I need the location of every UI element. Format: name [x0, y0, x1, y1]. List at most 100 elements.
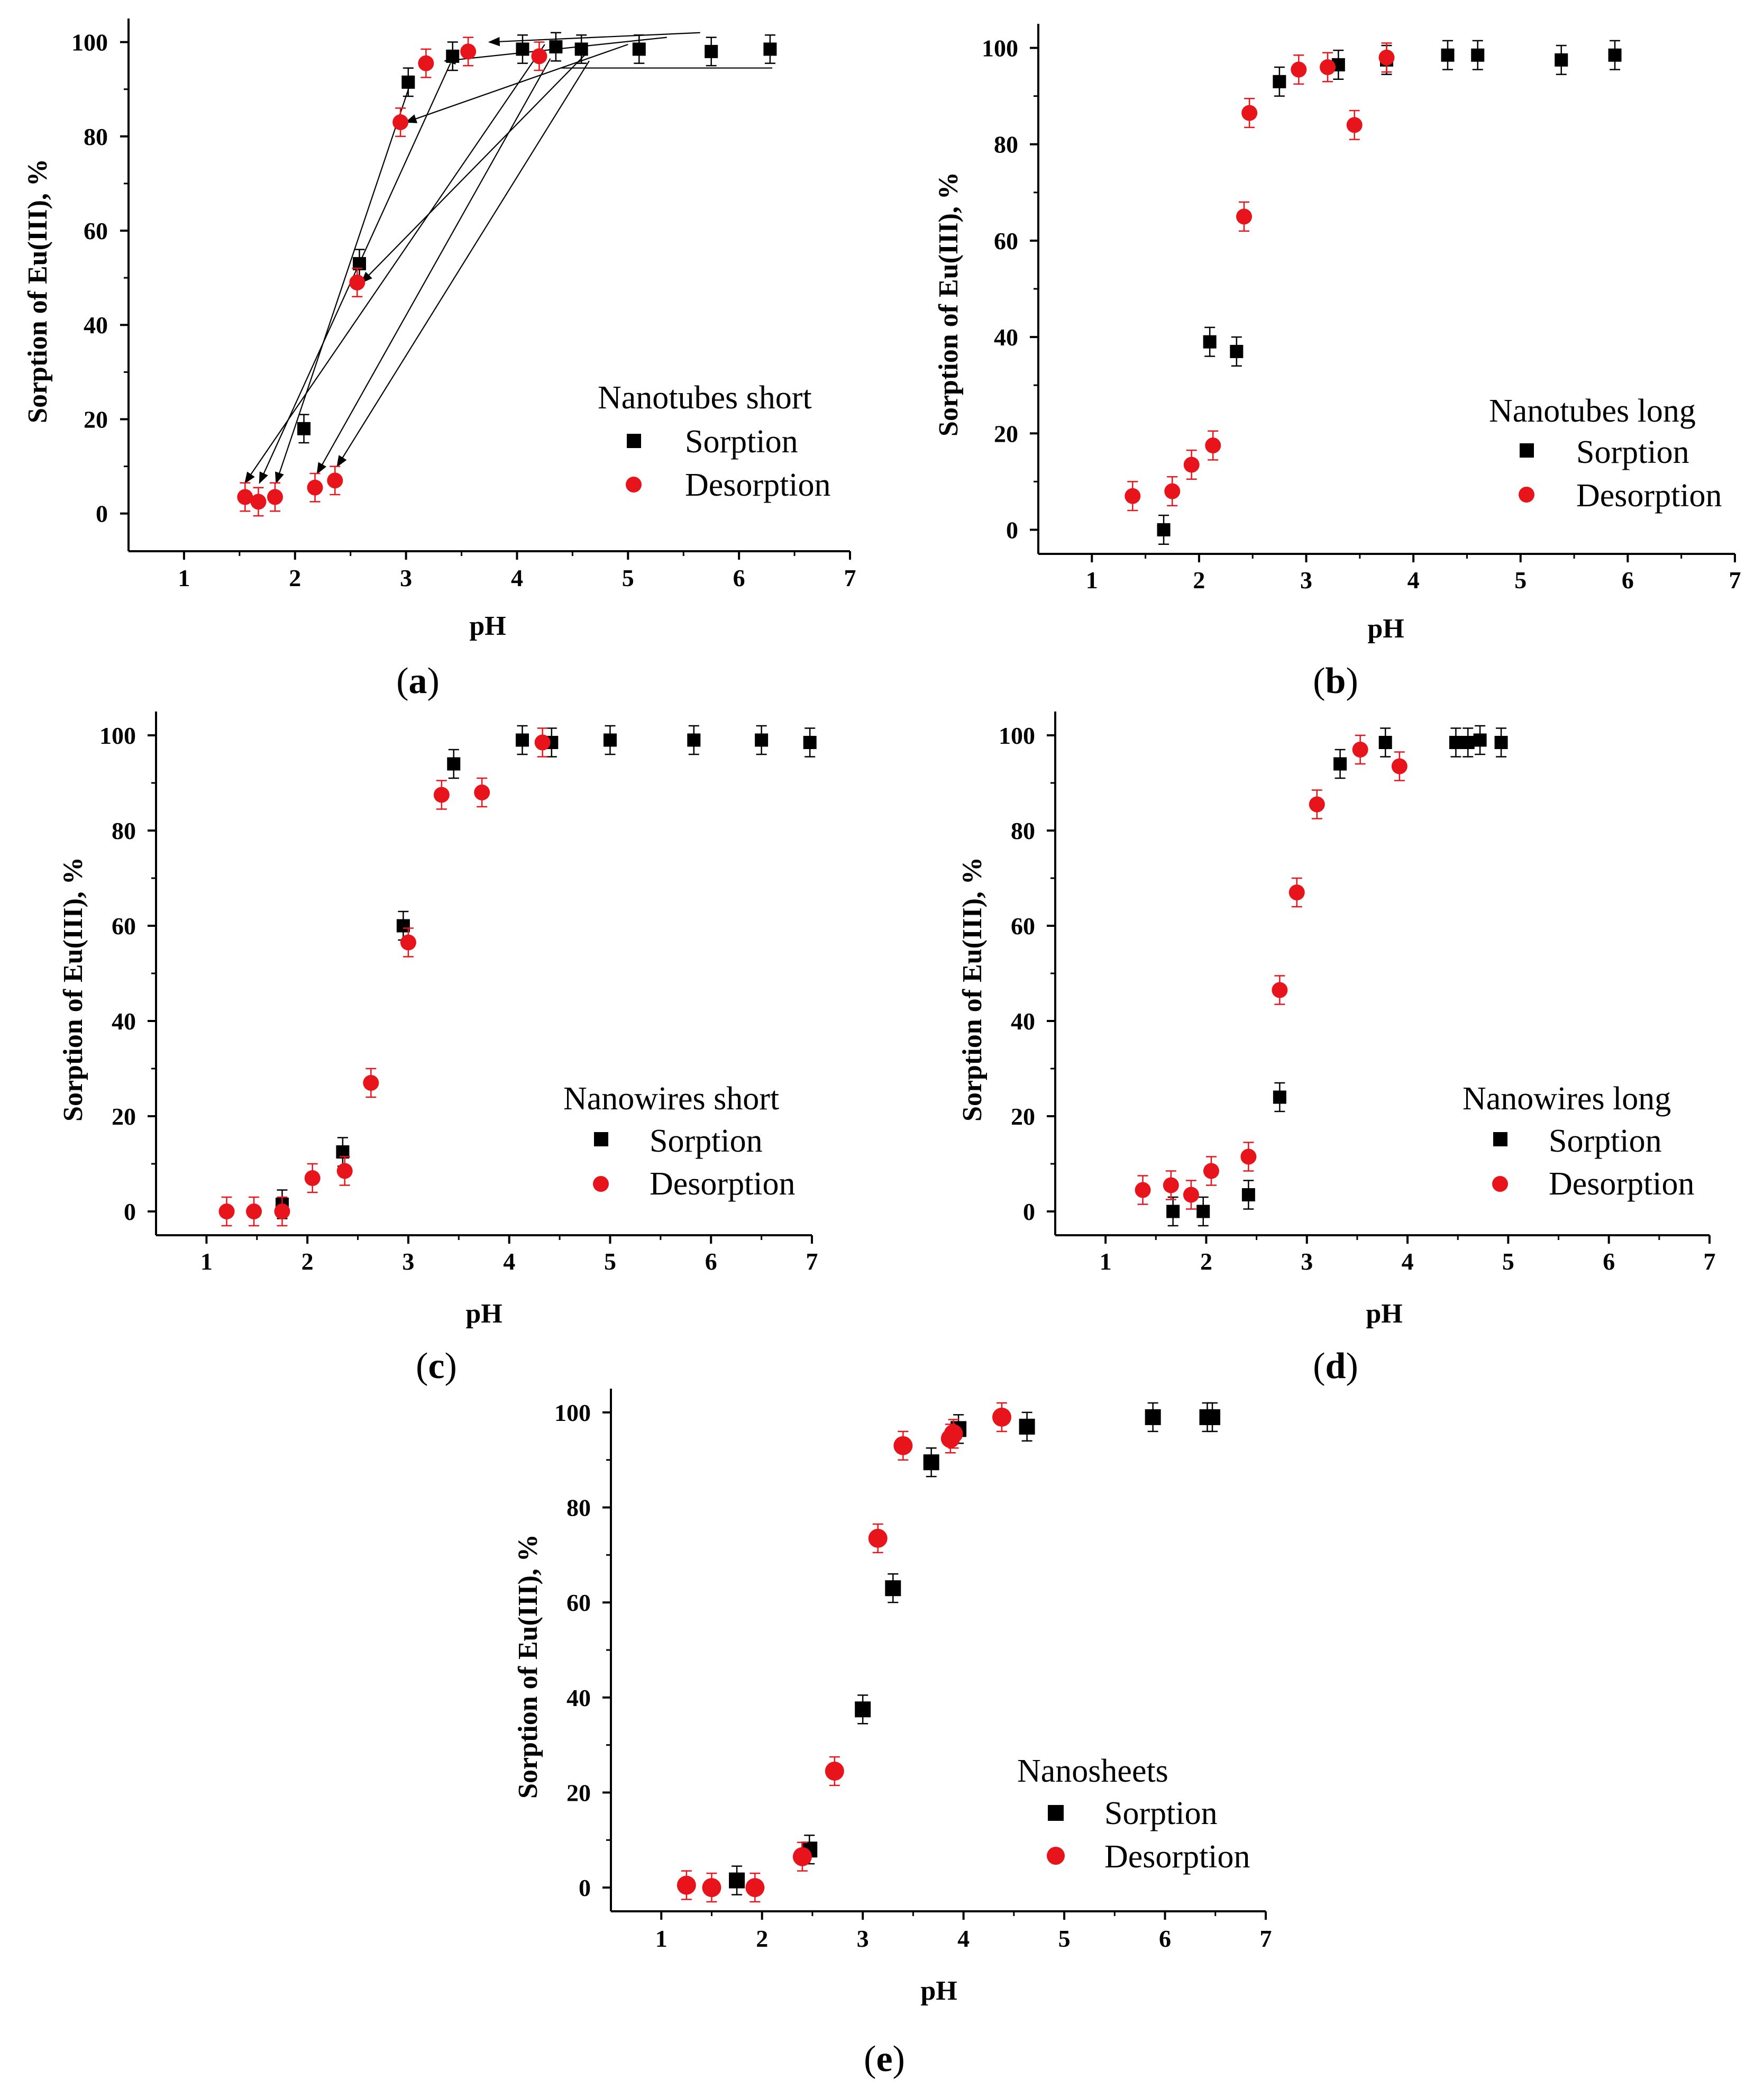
x-tick-label: 7	[1704, 1248, 1716, 1275]
y-tick-label: 100	[99, 722, 136, 749]
sorption-point	[1166, 1205, 1180, 1218]
sorption-point	[729, 1872, 745, 1889]
y-tick-label: 60	[566, 1589, 591, 1616]
x-tick-label: 6	[1603, 1248, 1615, 1275]
x-tick-label: 1	[1086, 567, 1098, 594]
panel-label-b: (b)	[1313, 661, 1358, 701]
sorption-point	[1449, 736, 1463, 749]
desorption-point	[327, 472, 343, 489]
legend-sorption-label: Sorption	[1104, 1795, 1218, 1831]
y-axis-label: Sorption of Eu(III), %	[513, 1534, 543, 1799]
sorption-point	[603, 733, 617, 747]
y-tick-label: 100	[71, 29, 108, 56]
desorption-point	[250, 494, 267, 510]
desorption-point	[1291, 61, 1307, 78]
x-tick-label: 1	[655, 1925, 668, 1952]
desorption-point	[307, 479, 323, 496]
legend-desorption-marker	[593, 1176, 609, 1192]
desorption-point	[1241, 105, 1258, 121]
x-tick-label: 7	[844, 564, 856, 591]
x-tick-label: 2	[1200, 1248, 1212, 1275]
sorption-point	[446, 49, 460, 63]
desorption-point	[1135, 1182, 1151, 1198]
sorption-point	[1230, 344, 1244, 358]
legend-sorption-label: Sorption	[1576, 434, 1689, 470]
x-tick-label: 1	[178, 564, 190, 591]
x-tick-label: 4	[503, 1248, 515, 1275]
desorption-point	[534, 734, 551, 751]
y-tick-label: 80	[994, 131, 1018, 158]
desorption-point	[433, 787, 450, 803]
legend-title: Nanowires short	[563, 1081, 779, 1117]
desorption-point	[1125, 488, 1141, 504]
legend-title: Nanowires long	[1463, 1081, 1671, 1117]
desorption-point	[267, 489, 283, 505]
desorption-point	[893, 1436, 913, 1455]
y-tick-label: 80	[84, 123, 108, 150]
y-tick-label: 40	[994, 324, 1018, 351]
legend-sorption-marker	[627, 434, 641, 448]
desorption-point	[1236, 208, 1253, 225]
sorption-point	[1273, 75, 1286, 88]
legend-desorption-marker	[1519, 487, 1534, 503]
legend-sorption-marker	[594, 1132, 608, 1146]
x-tick-label: 6	[705, 1248, 717, 1275]
x-tick-label: 7	[1729, 567, 1741, 594]
desorption-point	[792, 1847, 812, 1866]
legend-sorption-label: Sorption	[685, 424, 798, 460]
y-tick-label: 20	[112, 1103, 136, 1130]
panel-label-d: (d)	[1313, 1346, 1358, 1387]
sorption-point	[401, 75, 415, 89]
legend-sorption-label: Sorption	[1549, 1123, 1662, 1159]
x-tick-label: 5	[1514, 567, 1527, 594]
y-tick-label: 60	[1011, 913, 1035, 940]
desorption-point	[246, 1203, 262, 1219]
legend-desorption-label: Desorption	[685, 467, 831, 503]
desorption-point	[1288, 885, 1305, 900]
sorption-point	[1473, 733, 1487, 747]
desorption-point	[1203, 1163, 1219, 1179]
x-tick-label: 1	[1100, 1248, 1112, 1275]
x-tick-label: 4	[511, 564, 523, 591]
sorption-point	[1441, 48, 1455, 62]
desorption-point	[218, 1203, 235, 1219]
desorption-point	[1352, 742, 1368, 758]
y-axis-label: Sorption of Eu(III), %	[934, 172, 964, 436]
y-tick-label: 100	[982, 35, 1018, 62]
desorption-point	[944, 1424, 963, 1444]
desorption-point	[349, 275, 365, 291]
legend-title: Nanotubes short	[598, 380, 812, 416]
desorption-point	[1391, 758, 1407, 774]
legend-title: Nanotubes long	[1489, 393, 1696, 429]
sorption-point	[1273, 1090, 1286, 1104]
legend-desorption-label: Desorption	[1576, 478, 1722, 514]
x-tick-label: 7	[1260, 1925, 1272, 1952]
y-tick-label: 80	[112, 817, 136, 844]
sorption-point	[1019, 1418, 1035, 1435]
x-tick-label: 5	[622, 564, 634, 591]
sorption-point	[803, 736, 817, 749]
legend-desorption-label: Desorption	[650, 1166, 796, 1202]
sorption-point	[1471, 48, 1485, 62]
x-axis-label: pH	[1366, 1299, 1402, 1329]
x-tick-label: 3	[1300, 567, 1312, 594]
sorption-point	[1204, 1409, 1221, 1425]
sorption-point	[1461, 736, 1475, 749]
x-tick-label: 3	[857, 1925, 869, 1952]
sorption-point	[687, 733, 701, 747]
x-tick-label: 6	[733, 564, 745, 591]
desorption-point	[1183, 457, 1200, 473]
sorption-point	[1196, 1205, 1210, 1218]
y-tick-label: 0	[579, 1874, 591, 1901]
sorption-point	[923, 1454, 939, 1471]
x-tick-label: 2	[289, 564, 301, 591]
y-tick-label: 0	[1006, 516, 1018, 543]
desorption-point	[868, 1528, 888, 1548]
sorption-point	[1145, 1409, 1161, 1425]
desorption-point	[1320, 59, 1336, 75]
chart-panel-c: 0 20 40 60 80 100 1 2 3 4 5 6 7 pH Sorption of Eu(II…	[58, 712, 818, 1387]
sorption-point	[515, 733, 529, 747]
y-tick-label: 40	[84, 312, 108, 339]
desorption-point	[392, 114, 409, 131]
